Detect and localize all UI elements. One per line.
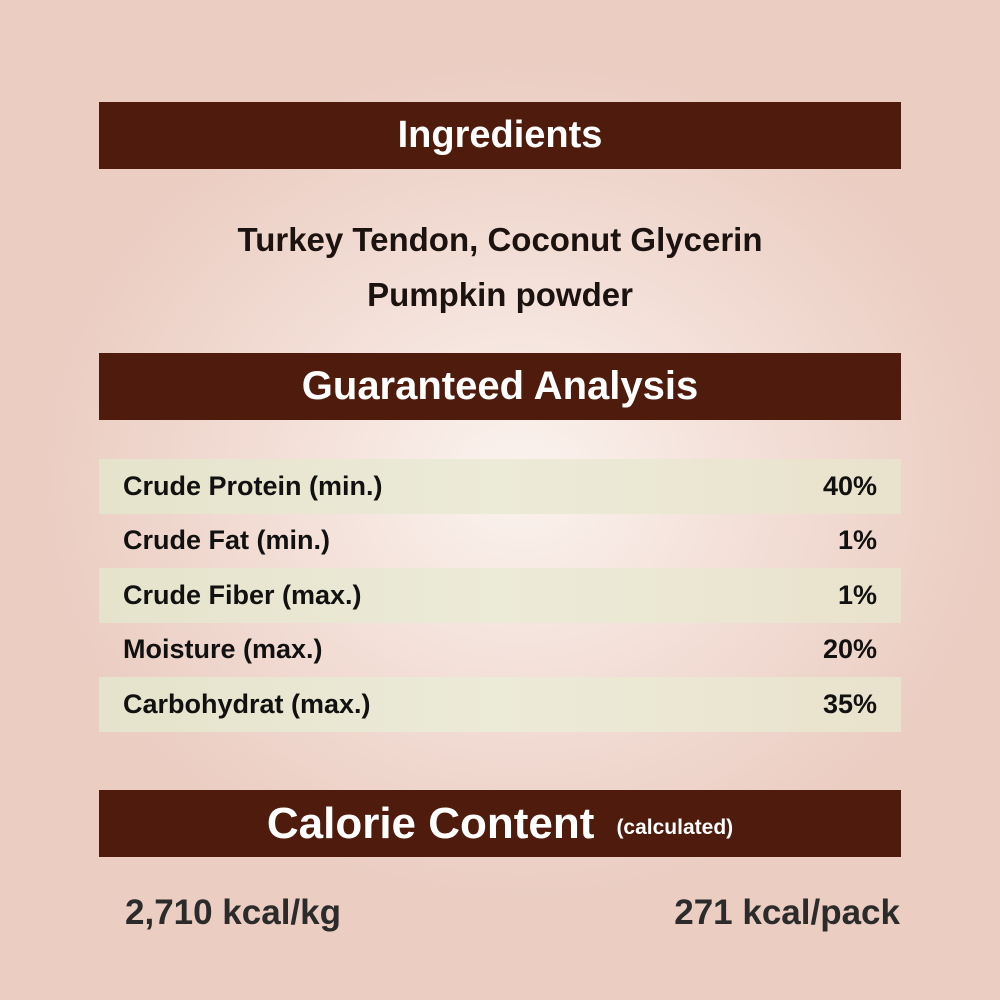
row-value: 1% xyxy=(837,579,877,610)
table-row: Carbohydrat (max.) 35% xyxy=(99,677,901,732)
calorie-note: (calculated) xyxy=(616,815,734,839)
table-row: Crude Fiber (max.) 1% xyxy=(99,568,901,623)
ingredients-title: Ingredients xyxy=(397,114,603,156)
row-label: Crude Protein (min.) xyxy=(123,470,383,501)
analysis-banner: Guaranteed Analysis xyxy=(99,353,901,420)
row-value: 40% xyxy=(822,470,877,501)
ingredients-list: Turkey Tendon, Coconut Glycerin Pumpkin … xyxy=(0,212,1000,322)
table-row: Moisture (max.) 20% xyxy=(99,623,901,678)
ingredients-banner: Ingredients xyxy=(99,102,901,169)
calorie-title: Calorie Content xyxy=(266,798,595,848)
ingredients-line: Turkey Tendon, Coconut Glycerin xyxy=(237,221,763,258)
row-value: 20% xyxy=(822,634,877,665)
analysis-table: Crude Protein (min.) 40% Crude Fat (min.)… xyxy=(99,459,901,732)
row-label: Carbohydrat (max.) xyxy=(123,688,371,719)
row-value: 1% xyxy=(837,525,877,556)
row-label: Crude Fiber (max.) xyxy=(123,579,362,610)
row-value: 35% xyxy=(822,688,877,719)
row-label: Crude Fat (min.) xyxy=(123,525,330,556)
row-label: Moisture (max.) xyxy=(123,634,323,665)
table-row: Crude Fat (min.) 1% xyxy=(99,514,901,569)
calorie-banner: Calorie Content (calculated) xyxy=(99,790,901,857)
calories-per-kg: 2,710 kcal/kg xyxy=(125,893,341,932)
table-row: Crude Protein (min.) 40% xyxy=(99,459,901,514)
ingredients-line: Pumpkin powder xyxy=(367,276,633,313)
analysis-title: Guaranteed Analysis xyxy=(301,364,699,408)
calories-per-pack: 271 kcal/pack xyxy=(674,893,900,932)
